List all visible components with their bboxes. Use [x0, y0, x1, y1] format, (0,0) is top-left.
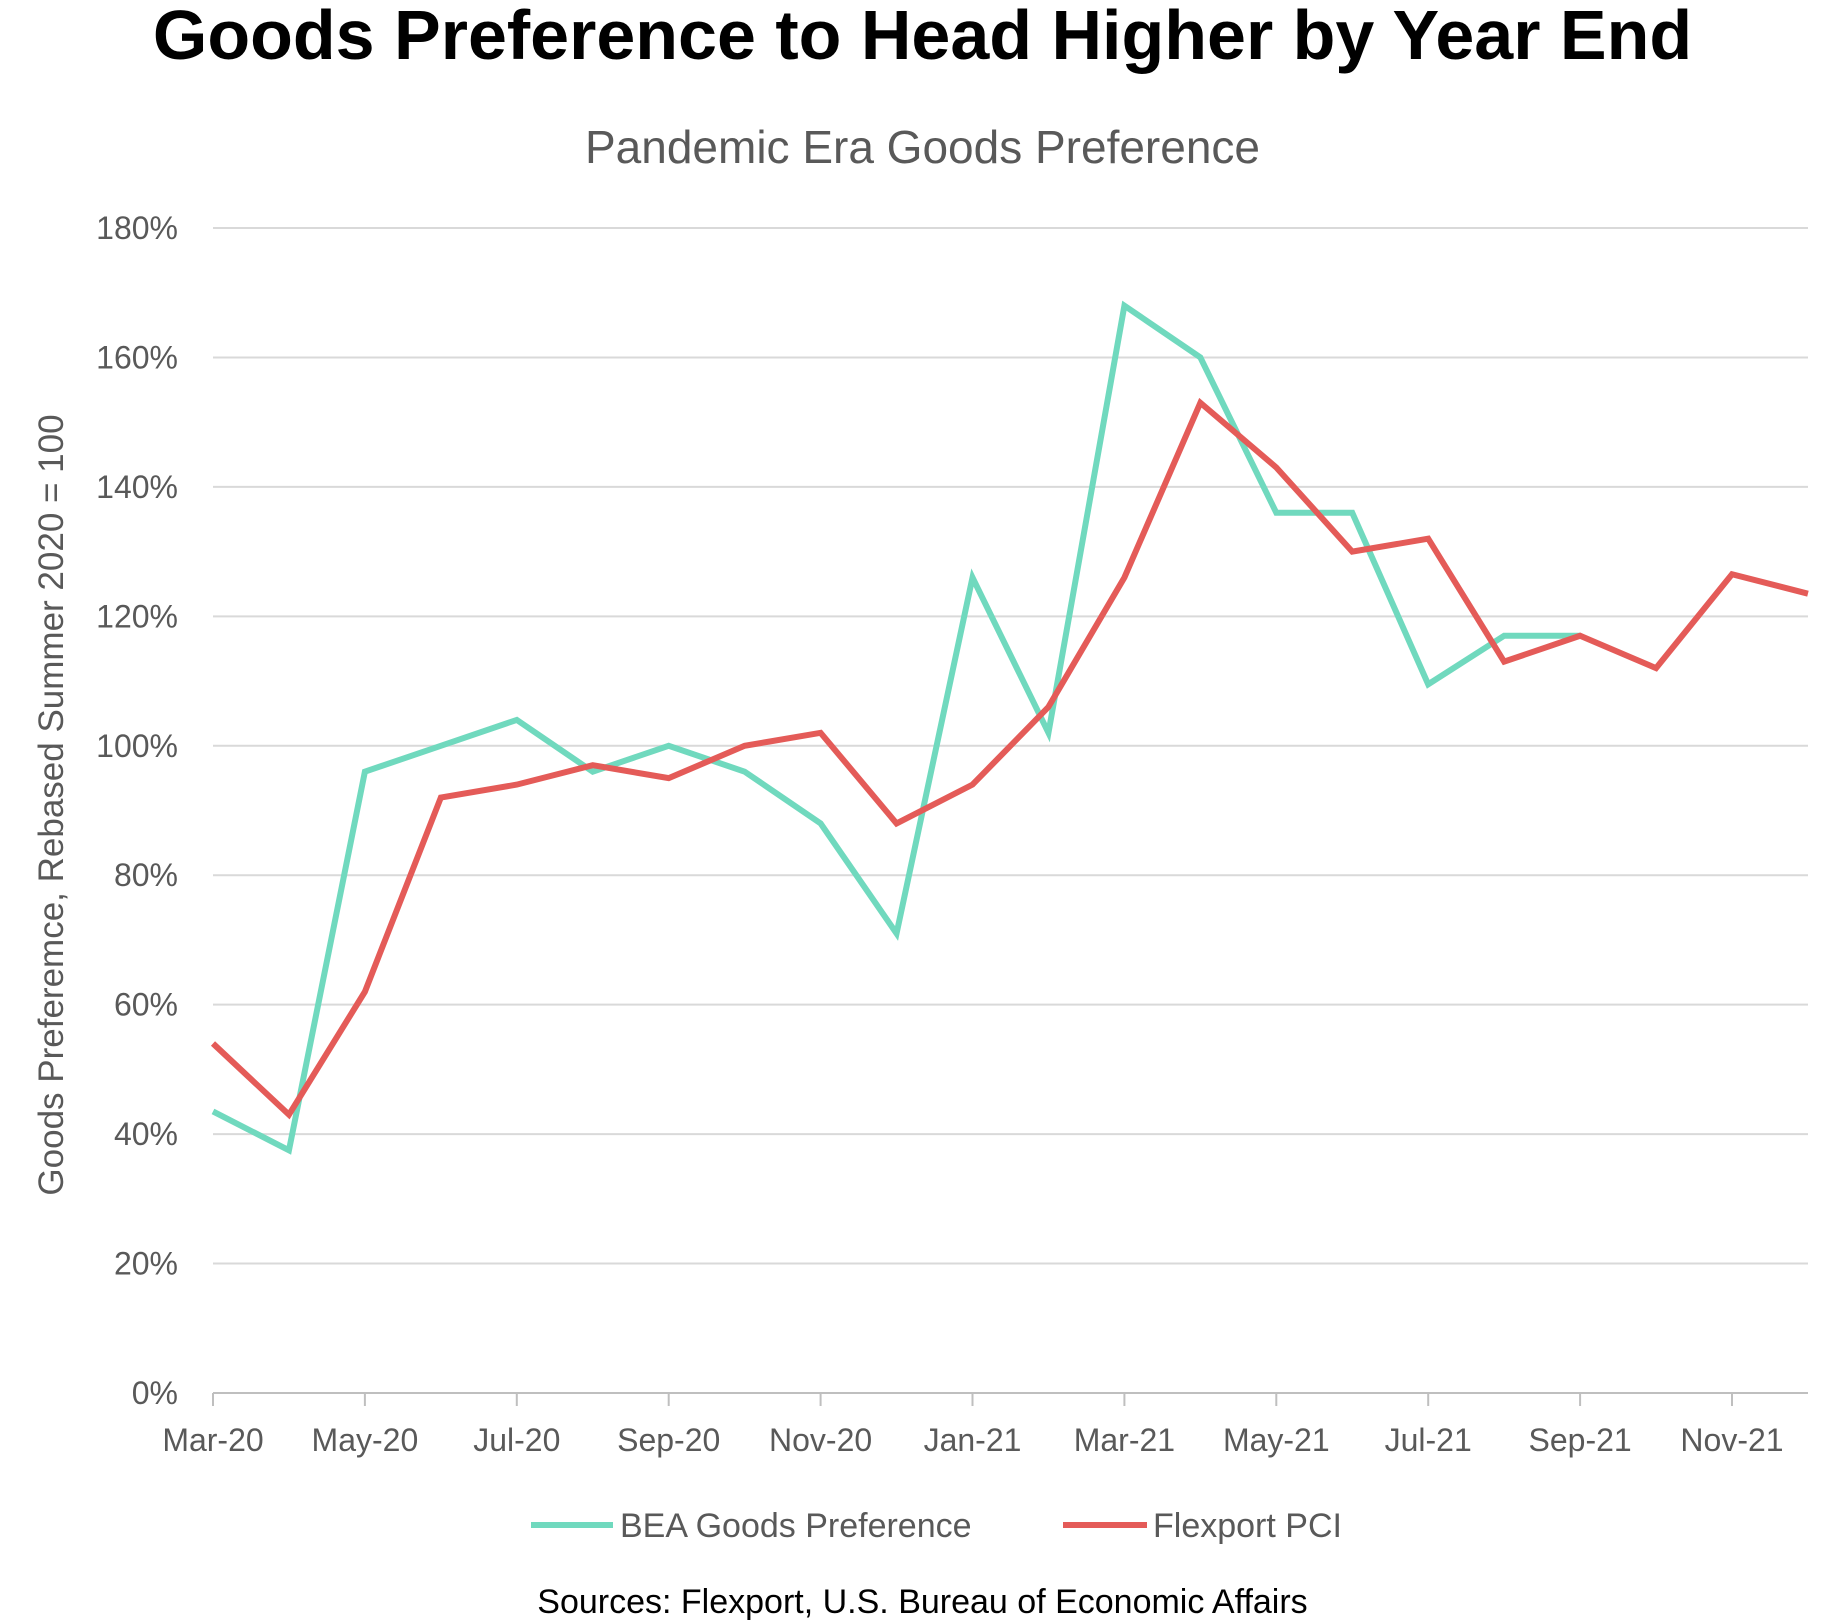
y-tick-label: 100%	[96, 728, 178, 764]
x-tick-label: Nov-21	[1680, 1422, 1783, 1458]
x-axis	[212, 1392, 1808, 1406]
y-tick-label: 40%	[114, 1116, 178, 1152]
x-tick-label: May-20	[312, 1422, 419, 1458]
x-tick-label: Sep-21	[1529, 1422, 1632, 1458]
chart-main-title: Goods Preference to Head Higher by Year …	[152, 0, 1693, 74]
y-tick-label: 180%	[96, 210, 178, 246]
y-tick-label: 160%	[96, 339, 178, 375]
series-lines	[210, 300, 1809, 1155]
y-tick-label: 140%	[96, 469, 178, 505]
x-axis-tick-labels: Mar-20 May-20 Jul-20 Sep-20 Nov-20 Jan-21 Mar-…	[162, 1422, 1783, 1458]
y-axis-label: Goods Preferemce, Rebased Summer 2020 = …	[32, 414, 71, 1195]
x-tick-label: Nov-20	[769, 1422, 872, 1458]
y-tick-label: 60%	[114, 987, 178, 1023]
y-tick-label: 120%	[96, 598, 178, 634]
y-axis-tick-labels: 0% 20% 40% 60% 80% 100% 120% 140% 160% 180%	[96, 210, 178, 1411]
legend: BEA Goods Preference Flexport PCI	[531, 1507, 1342, 1545]
x-tick-label: Jan-21	[924, 1422, 1022, 1458]
series-line-flexport-pci	[210, 397, 1809, 1120]
x-tick-label: Jul-20	[473, 1422, 560, 1458]
y-tick-label: 80%	[114, 857, 178, 893]
x-tick-label: May-21	[1223, 1422, 1330, 1458]
x-tick-label: Mar-21	[1074, 1422, 1175, 1458]
sources-note: Sources: Flexport, U.S. Bureau of Econom…	[537, 1583, 1308, 1621]
y-tick-label: 20%	[114, 1246, 178, 1282]
x-tick-label: Mar-20	[162, 1422, 263, 1458]
gridlines	[213, 227, 1808, 1265]
x-tick-label: Sep-20	[617, 1422, 720, 1458]
series-line-bea-goods-preference	[211, 300, 1581, 1155]
x-tick-label: Jul-21	[1385, 1422, 1472, 1458]
chart-subtitle: Pandemic Era Goods Preference	[585, 121, 1260, 173]
y-tick-label: 0%	[132, 1375, 178, 1411]
legend-label-bea-goods-preference: BEA Goods Preference	[620, 1507, 972, 1545]
legend-label-flexport-pci: Flexport PCI	[1153, 1507, 1342, 1545]
